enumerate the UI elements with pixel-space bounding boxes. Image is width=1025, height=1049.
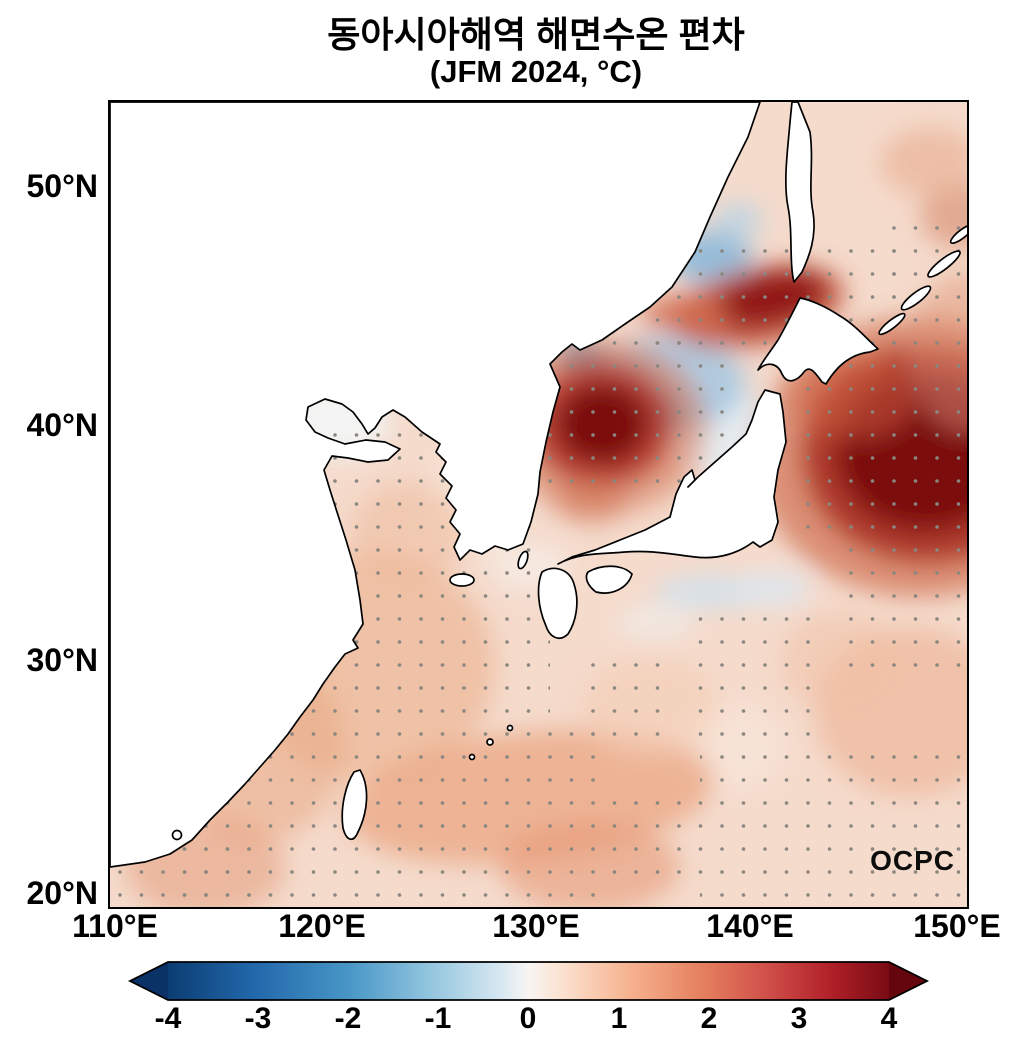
colorbar-outline [127, 961, 930, 1001]
island-ryukyu-3 [468, 753, 476, 761]
colorbar-tick-5: 1 [610, 1002, 628, 1035]
island-hokkaido [757, 297, 879, 385]
landmass-asia [110, 102, 761, 868]
y-tick-30n: 30°N [26, 642, 99, 678]
island-tsushima [517, 550, 529, 570]
map-svg: OCPC [110, 102, 967, 907]
colorbar-tick-3: -1 [424, 1002, 452, 1035]
island-southwest [171, 829, 183, 841]
x-tick-130e: 130°E [492, 908, 580, 944]
island-shikoku [585, 565, 633, 594]
island-ryukyu-1 [486, 738, 494, 746]
colorbar-gradient [168, 962, 889, 1000]
island-kuril-1 [878, 312, 906, 336]
x-tick-120e: 120°E [278, 908, 366, 944]
colorbar-tick-1: -3 [244, 1002, 272, 1035]
colorbar [127, 961, 930, 1001]
colorbar-tick-6: 2 [700, 1002, 718, 1035]
watermark-text: OCPC [870, 845, 955, 876]
island-kuril-4 [949, 223, 967, 245]
colorbar-tick-4: 0 [519, 1002, 537, 1035]
island-kyushu [537, 567, 578, 639]
y-tick-50n: 50°N [26, 168, 99, 204]
land-layer [110, 102, 967, 868]
map-plot: OCPC [108, 100, 969, 909]
island-sakhalin [784, 102, 815, 283]
colorbar-tick-7: 3 [790, 1002, 808, 1035]
x-tick-150e: 150°E [913, 908, 1001, 944]
y-tick-20n: 20°N [26, 875, 99, 911]
island-kuril-2 [900, 285, 932, 311]
island-taiwan [341, 769, 368, 841]
y-tick-40n: 40°N [26, 407, 99, 443]
island-jeju [449, 573, 475, 587]
island-ryukyu-2 [506, 724, 514, 732]
chart-title: 동아시아해역 해면수온 편차 [327, 14, 745, 55]
island-honshu [557, 389, 787, 565]
colorbar-tick-0: -4 [154, 1002, 182, 1035]
stipple-layer [110, 217, 967, 902]
island-kuril-3 [927, 250, 961, 278]
colorbar-tick-8: 4 [880, 1002, 898, 1035]
colorbar-arrow-right [889, 962, 927, 1000]
colorbar-tick-2: -2 [334, 1002, 362, 1035]
chart-subtitle: (JFM 2024, °C) [429, 54, 643, 89]
colorbar-arrow-left [130, 962, 168, 1000]
x-tick-110e: 110°E [72, 908, 158, 944]
x-tick-140e: 140°E [706, 908, 794, 944]
